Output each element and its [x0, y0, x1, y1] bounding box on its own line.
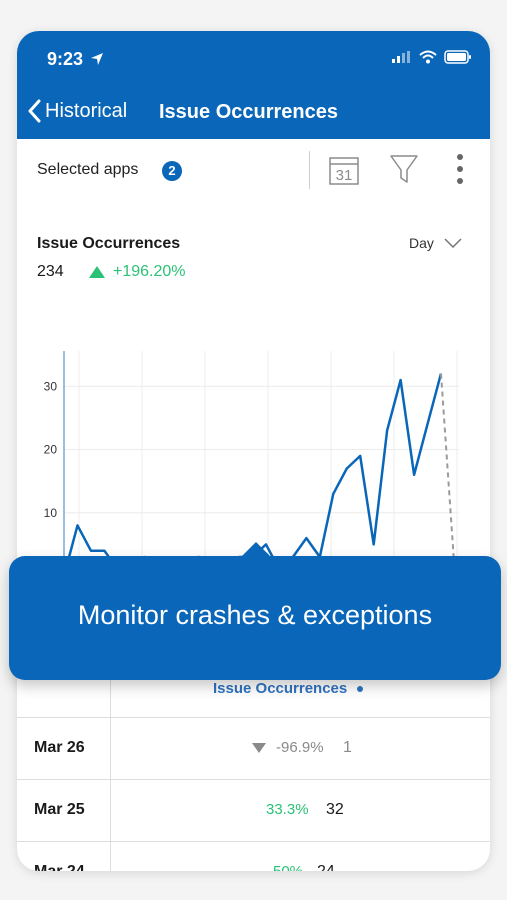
chevron-left-icon: [28, 99, 41, 123]
chevron-down-icon: [444, 238, 462, 248]
table-header: Issue Occurrences: [17, 680, 490, 718]
table-header-text: Issue Occurrences: [213, 680, 348, 697]
more-options-button[interactable]: [455, 153, 465, 190]
selected-apps-count-badge: 2: [162, 161, 182, 181]
status-icons: [392, 50, 472, 64]
row-change: 50%: [273, 863, 303, 871]
row-change: -96.9%: [276, 739, 324, 756]
row-value: 24: [317, 863, 335, 871]
column-divider: [110, 780, 111, 841]
filter-icon: [390, 155, 418, 183]
status-bar: 9:23: [17, 31, 490, 87]
triangle-up-icon: [89, 266, 105, 278]
chart-card-title: Issue Occurrences: [37, 235, 181, 252]
banner-text: Monitor crashes & exceptions: [77, 600, 433, 630]
y-tick-label: 30: [44, 379, 58, 393]
projection-line: [440, 373, 456, 577]
table-header-label[interactable]: Issue Occurrences: [213, 680, 364, 697]
row-value: 1: [343, 739, 352, 756]
occurrences-table: Issue Occurrences Mar 26 -96.9% 1 Mar 25…: [17, 680, 490, 871]
calendar-button[interactable]: 31: [328, 154, 360, 191]
change-value: +196.20%: [113, 263, 186, 280]
banner-pointer: [242, 542, 270, 556]
nav-bar: Historical Issue Occurrences: [17, 87, 490, 139]
period-dropdown[interactable]: Day: [409, 235, 462, 251]
table-row[interactable]: Mar 24 50% 24: [17, 842, 490, 871]
row-value: 32: [326, 801, 344, 818]
row-change: 33.3%: [266, 801, 309, 818]
period-value: Day: [409, 235, 434, 251]
selected-apps-button[interactable]: Selected apps: [37, 161, 139, 178]
back-label: Historical: [45, 99, 128, 122]
status-time: 9:23: [47, 49, 104, 70]
toolbar-divider: [309, 151, 310, 189]
promo-banner: Monitor crashes & exceptions: [9, 542, 501, 680]
column-divider: [110, 842, 111, 871]
row-date: Mar 26: [34, 739, 85, 756]
status-time-text: 9:23: [47, 49, 84, 69]
table-row[interactable]: Mar 26 -96.9% 1: [17, 718, 490, 780]
change-indicator: +196.20%: [89, 263, 186, 281]
column-divider: [110, 680, 111, 717]
filter-button[interactable]: [389, 153, 419, 190]
row-date: Mar 25: [34, 801, 85, 818]
calendar-icon: 31: [329, 157, 359, 185]
page-title: Issue Occurrences: [159, 101, 338, 123]
column-divider: [110, 718, 111, 779]
table-row[interactable]: Mar 25 33.3% 32: [17, 780, 490, 842]
location-arrow-icon: [91, 53, 104, 65]
total-count: 234: [37, 263, 64, 280]
wifi-icon: [419, 50, 437, 64]
sort-dot-icon: [357, 685, 364, 692]
battery-icon: [444, 50, 471, 64]
phone-frame: 9:23 Historical Issue Occurrences Select…: [17, 31, 490, 871]
back-button[interactable]: Historical: [27, 99, 127, 123]
row-date: Mar 24: [34, 863, 85, 871]
triangle-down-icon: [252, 743, 266, 753]
y-tick-label: 20: [44, 443, 58, 457]
toolbar: Selected apps 2 31: [17, 139, 490, 202]
signal-icon: [392, 51, 410, 63]
y-tick-label: 10: [44, 506, 58, 520]
calendar-day-number: 31: [336, 167, 353, 184]
more-vertical-icon: [457, 154, 463, 184]
